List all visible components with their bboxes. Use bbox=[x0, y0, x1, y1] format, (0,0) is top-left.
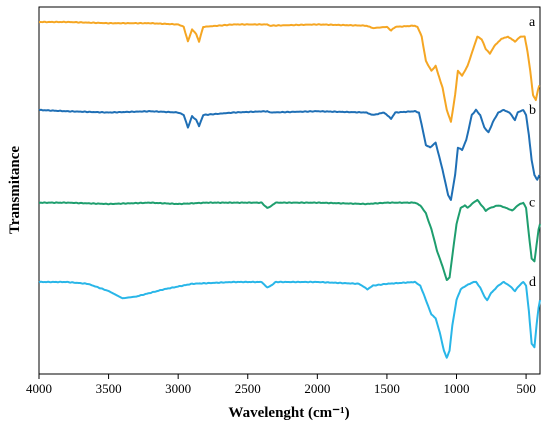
series-label-c: c bbox=[529, 196, 535, 211]
series-label-d: d bbox=[529, 275, 536, 290]
series-line-b bbox=[38, 108, 541, 201]
x-axis-ticks: 4000 3500 3000 2500 2000 1500 1000 500 bbox=[26, 374, 536, 396]
x-tick-label-500: 500 bbox=[516, 381, 536, 396]
x-tick-label-1000: 1000 bbox=[444, 381, 470, 396]
x-tick-label-3000: 3000 bbox=[165, 381, 191, 396]
x-tick-label-2000: 2000 bbox=[304, 381, 330, 396]
x-tick-label-1500: 1500 bbox=[374, 381, 400, 396]
series-layer bbox=[38, 20, 541, 359]
series-line-d bbox=[38, 280, 541, 359]
x-tick-label-2500: 2500 bbox=[235, 381, 261, 396]
plot-area bbox=[38, 6, 541, 375]
x-axis-label: Wavelenght (cm⁻¹) bbox=[228, 405, 349, 421]
series-label-layer: a b c d bbox=[529, 15, 536, 290]
series-line-a bbox=[38, 20, 541, 123]
series-line-c bbox=[38, 198, 541, 282]
series-label-b: b bbox=[529, 103, 536, 118]
series-label-a: a bbox=[529, 15, 536, 30]
y-axis-label: Transmitance bbox=[7, 146, 23, 234]
x-tick-label-4000: 4000 bbox=[26, 381, 52, 396]
x-tick-label-3500: 3500 bbox=[96, 381, 122, 396]
